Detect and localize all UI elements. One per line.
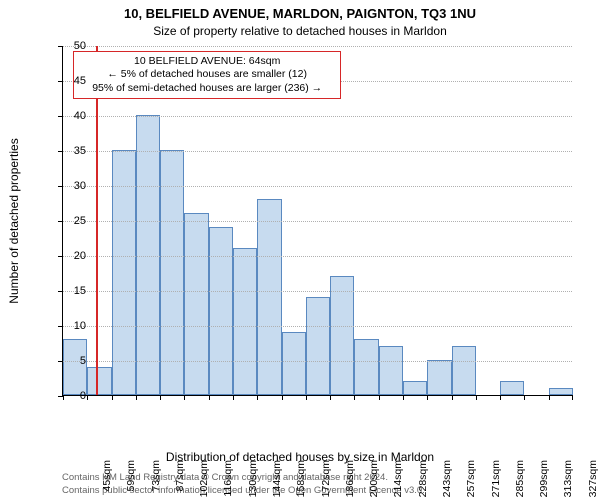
x-tick-mark [549,395,550,400]
x-tick-label: 172sqm [320,460,332,500]
gridline [63,46,572,47]
annotation-line: 10 BELFIELD AVENUE: 64sqm [80,55,334,68]
gridline [63,326,572,327]
histogram-bar [282,332,306,395]
x-tick-label: 313sqm [562,460,574,500]
x-tick-mark [476,395,477,400]
histogram-bar [427,360,451,395]
histogram-bar [209,227,233,395]
x-tick-label: 299sqm [538,460,550,500]
histogram-bar [500,381,524,395]
histogram-bar [354,339,378,395]
x-tick-mark [136,395,137,400]
x-tick-mark [233,395,234,400]
histogram-bar [136,115,160,395]
gridline [63,151,572,152]
x-tick-mark [87,395,88,400]
histogram-bar [63,339,87,395]
x-tick-mark [452,395,453,400]
y-tick-label: 45 [58,75,86,87]
y-tick-label: 25 [58,215,86,227]
annotation-box: 10 BELFIELD AVENUE: 64sqm← 5% of detache… [73,51,341,98]
histogram-bar [379,346,403,395]
y-tick-label: 35 [58,145,86,157]
annotation-line: 95% of semi-detached houses are larger (… [80,82,334,95]
x-tick-mark [354,395,355,400]
x-tick-mark [524,395,525,400]
x-tick-mark [209,395,210,400]
chart-title: 10, BELFIELD AVENUE, MARLDON, PAIGNTON, … [0,6,600,21]
chart-subtitle: Size of property relative to detached ho… [0,24,600,38]
x-tick-label: 243sqm [441,460,453,500]
y-tick-label: 20 [58,250,86,262]
histogram-bar [403,381,427,395]
gridline [63,256,572,257]
x-tick-label: 327sqm [587,460,599,500]
gridline [63,291,572,292]
histogram-bar [257,199,281,395]
x-tick-mark [330,395,331,400]
y-tick-label: 5 [58,355,86,367]
x-tick-label: 73sqm [150,460,162,500]
histogram-bar [549,388,573,395]
x-tick-label: 228sqm [417,460,429,500]
x-tick-mark [500,395,501,400]
histogram-bar [306,297,330,395]
x-tick-mark [112,395,113,400]
x-tick-mark [427,395,428,400]
x-tick-label: 116sqm [222,460,234,500]
y-axis-label: Number of detached properties [7,138,21,303]
y-tick-label: 30 [58,180,86,192]
x-tick-label: 214sqm [392,460,404,500]
x-tick-mark [282,395,283,400]
x-tick-label: 200sqm [368,460,380,500]
x-tick-mark [572,395,573,400]
x-tick-mark [184,395,185,400]
x-tick-mark [379,395,380,400]
histogram-bar [330,276,354,395]
gridline [63,221,572,222]
gridline [63,186,572,187]
gridline [63,116,572,117]
y-tick-label: 15 [58,285,86,297]
y-tick-label: 40 [58,110,86,122]
histogram-bar [233,248,257,395]
x-tick-label: 285sqm [514,460,526,500]
x-tick-label: 186sqm [344,460,356,500]
property-size-histogram: 10, BELFIELD AVENUE, MARLDON, PAIGNTON, … [0,0,600,500]
y-tick-label: 0 [58,390,86,402]
histogram-bar [184,213,208,395]
plot-area: 10 BELFIELD AVENUE: 64sqm← 5% of detache… [62,46,572,396]
x-tick-mark [160,395,161,400]
histogram-bar [452,346,476,395]
y-tick-label: 50 [58,40,86,52]
x-tick-label: 130sqm [247,460,259,500]
gridline [63,361,572,362]
histogram-bar [87,367,111,395]
x-tick-label: 87sqm [174,460,186,500]
x-tick-label: 102sqm [198,460,210,500]
annotation-line: ← 5% of detached houses are smaller (12) [80,68,334,81]
x-tick-label: 59sqm [125,460,137,500]
x-tick-label: 158sqm [295,460,307,500]
x-tick-mark [257,395,258,400]
x-tick-label: 271sqm [490,460,502,500]
x-tick-mark [403,395,404,400]
x-tick-label: 45sqm [101,460,113,500]
x-tick-label: 144sqm [271,460,283,500]
x-tick-mark [306,395,307,400]
y-tick-label: 10 [58,320,86,332]
x-tick-label: 257sqm [465,460,477,500]
